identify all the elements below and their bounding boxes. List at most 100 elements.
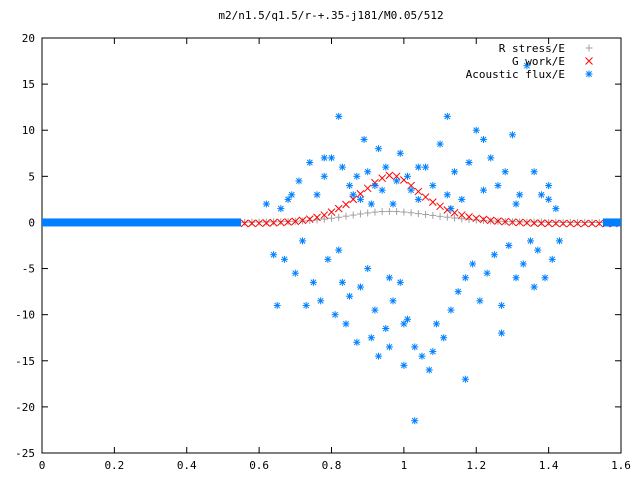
- y-tick-label: 5: [28, 170, 35, 183]
- data-point: [403, 172, 411, 180]
- data-point: [338, 278, 346, 286]
- data-point: [262, 219, 271, 227]
- data-point: [501, 217, 510, 226]
- data-point: [299, 237, 307, 245]
- data-point: [400, 361, 408, 369]
- data-point: [414, 195, 422, 203]
- data-point: [288, 191, 296, 199]
- data-point: [461, 274, 469, 282]
- data-point: [346, 292, 354, 300]
- data-point: [277, 218, 285, 226]
- data-point: [476, 297, 484, 305]
- x-tick-label: 1.2: [466, 459, 486, 472]
- data-point: [262, 200, 270, 208]
- data-point: [425, 366, 433, 374]
- data-point: [515, 218, 524, 227]
- data-point: [273, 301, 281, 309]
- data-point: [465, 213, 473, 221]
- data-point: [385, 343, 393, 351]
- data-point: [472, 126, 480, 134]
- data-point: [255, 219, 263, 228]
- data-point: [498, 329, 506, 337]
- data-point: [479, 186, 487, 194]
- data-point: [317, 297, 325, 305]
- data-point: [552, 205, 560, 213]
- data-point: [375, 352, 383, 360]
- data-point: [367, 200, 375, 208]
- data-point: [443, 191, 451, 199]
- data-point: [270, 251, 278, 259]
- x-tick-label: 0.6: [249, 459, 269, 472]
- data-point: [364, 168, 372, 176]
- data-point: [270, 218, 278, 226]
- data-point: [342, 200, 350, 209]
- data-point: [440, 334, 448, 342]
- y-tick-label: -5: [22, 263, 35, 276]
- data-point: [490, 251, 498, 259]
- data-point: [378, 186, 386, 194]
- data-point: [262, 218, 270, 226]
- data-point: [541, 274, 549, 282]
- data-point: [559, 219, 567, 228]
- data-point: [447, 306, 455, 314]
- data-point: [400, 208, 408, 216]
- data-point: [375, 145, 383, 153]
- data-point: [320, 215, 328, 223]
- data-point: [436, 202, 444, 211]
- data-point: [548, 255, 556, 263]
- data-point: [367, 334, 375, 342]
- data-point: [378, 174, 387, 183]
- data-point: [411, 343, 419, 351]
- data-point: [320, 172, 328, 180]
- x-tick-label: 0.8: [322, 459, 342, 472]
- data-point: [422, 211, 430, 219]
- data-point: [479, 216, 487, 224]
- y-tick-label: -10: [15, 309, 35, 322]
- data-point: [574, 218, 582, 226]
- data-point: [356, 210, 364, 218]
- data-point: [429, 348, 437, 356]
- data-point: [400, 320, 408, 328]
- data-point: [385, 274, 393, 282]
- data-point: [411, 417, 419, 425]
- x-tick-label: 1: [401, 459, 408, 472]
- data-point: [414, 163, 422, 171]
- data-point: [436, 140, 444, 148]
- x-tick-label: 0.2: [104, 459, 124, 472]
- data-point: [544, 219, 553, 228]
- data-point: [527, 237, 535, 245]
- data-point: [291, 269, 299, 277]
- data-point: [371, 182, 379, 190]
- data-point: [346, 182, 354, 190]
- y-tick-label: -20: [15, 401, 35, 414]
- data-point: [382, 163, 390, 171]
- data-point: [487, 154, 495, 162]
- data-point: [324, 255, 332, 263]
- data-point: [342, 320, 350, 328]
- y-tick-label: 15: [22, 78, 35, 91]
- data-point: [334, 204, 343, 213]
- data-point: [248, 219, 256, 228]
- data-point: [429, 211, 437, 219]
- x-tick-label: 1.6: [611, 459, 631, 472]
- data-point: [396, 278, 404, 286]
- data-point: [429, 182, 437, 190]
- data-point: [516, 191, 524, 199]
- data-point: [523, 62, 531, 70]
- data-point: [512, 274, 520, 282]
- data-point: [545, 195, 553, 203]
- legend-label: R stress/E: [499, 42, 565, 55]
- legend-label: G work/E: [512, 55, 565, 68]
- data-point: [313, 213, 321, 222]
- data-point: [508, 218, 517, 227]
- data-point: [302, 301, 310, 309]
- data-point: [454, 288, 462, 296]
- data-point: [335, 213, 343, 221]
- data-point: [447, 205, 455, 213]
- data-point: [451, 168, 459, 176]
- data-point: [414, 187, 423, 196]
- data-point: [280, 255, 288, 263]
- data-point: [393, 208, 401, 216]
- data-point: [248, 218, 256, 226]
- data-point: [559, 218, 567, 226]
